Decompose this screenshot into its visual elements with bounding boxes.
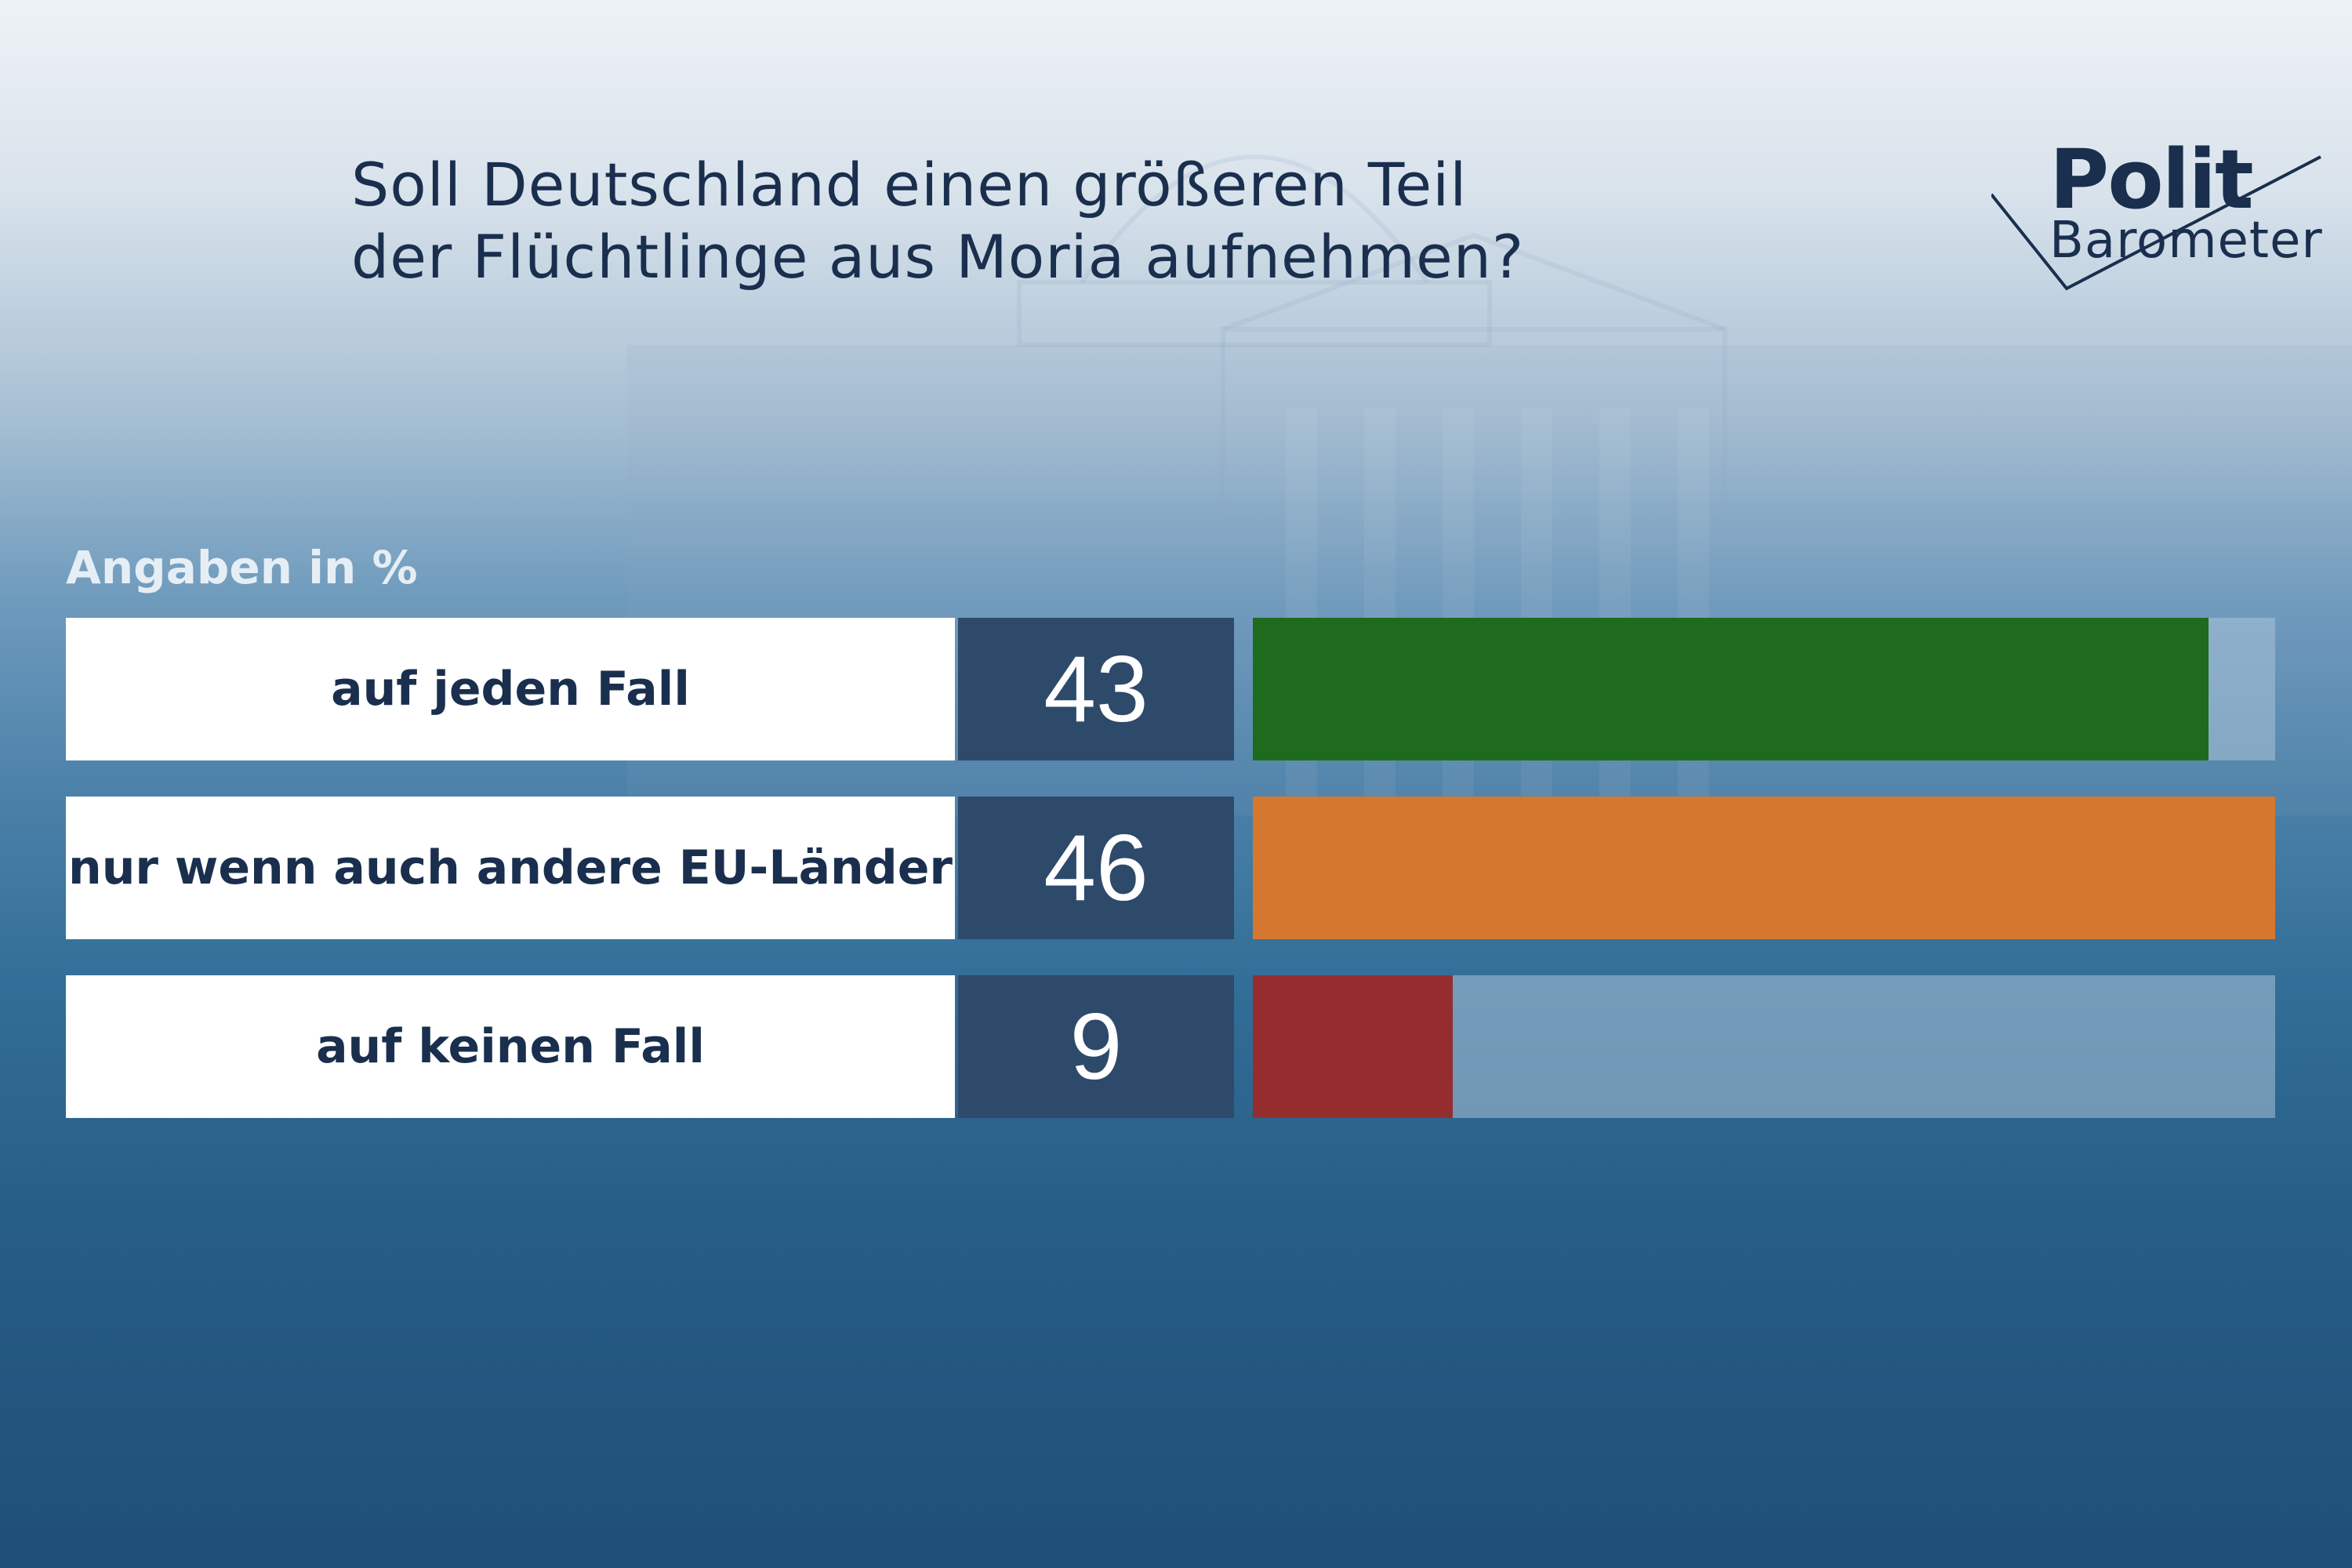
bar-track [1253,975,2275,1118]
bar [1253,797,2275,939]
bar [1253,618,2209,760]
bar [1253,975,1453,1118]
bar-chart: auf jeden Fall 43 nur wenn auch andere EU-… [66,618,2275,1154]
chart-title: Soll Deutschland einen größeren Teil der… [351,149,1684,293]
bar-track [1253,797,2275,939]
category-label: auf keinen Fall [66,975,955,1118]
title-line-2: der Flüchtlinge aus Moria aufnehmen? [351,222,1525,292]
bar-track [1253,618,2275,760]
title-line-1: Soll Deutschland einen größeren Teil [351,150,1468,220]
checkmark-icon [1991,155,2321,291]
category-label: nur wenn auch andere EU-Länder [66,797,955,939]
bar-row: auf jeden Fall 43 [66,618,2275,760]
category-label: auf jeden Fall [66,618,955,760]
value-label: 43 [958,618,1234,760]
value-label: 9 [958,975,1234,1118]
logo-line-2: Barometer [2049,212,2323,270]
logo-line-1: Polit [2049,132,2254,227]
value-label: 46 [958,797,1234,939]
bar-row: auf keinen Fall 9 [66,975,2275,1118]
bar-row: nur wenn auch andere EU-Länder 46 [66,797,2275,939]
unit-label: Angaben in % [66,541,418,594]
politbarometer-logo: Polit Barometer [1991,125,2336,306]
